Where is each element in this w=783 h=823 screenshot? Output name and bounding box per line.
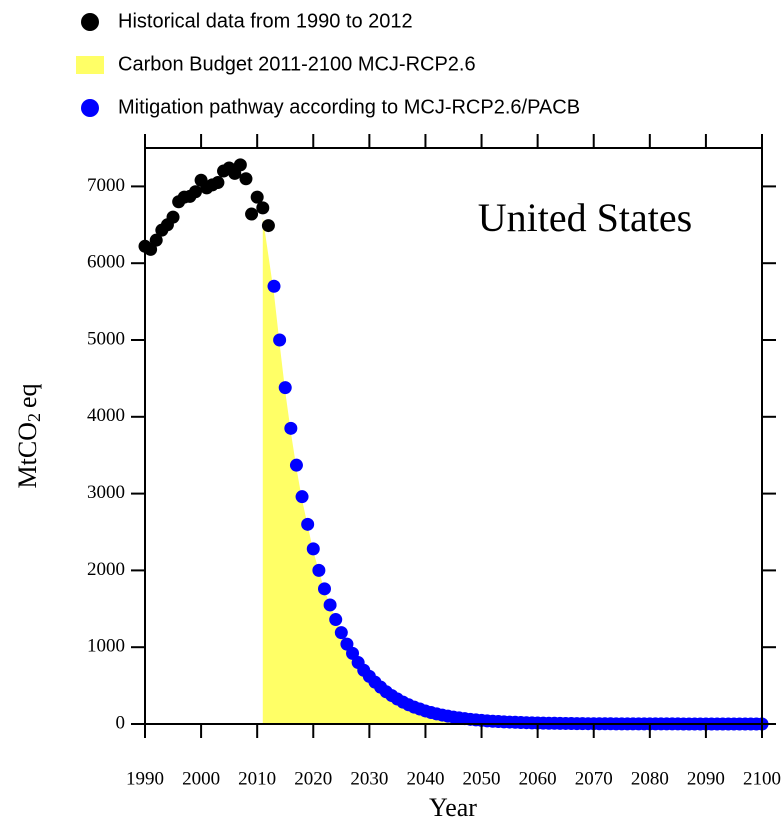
x-tick-label: 2020 xyxy=(294,768,332,789)
point xyxy=(245,207,259,221)
point xyxy=(149,233,163,247)
point xyxy=(239,172,253,186)
point xyxy=(317,582,331,596)
legend-marker xyxy=(81,13,99,31)
y-tick-label: 5000 xyxy=(87,328,125,349)
point xyxy=(256,201,270,215)
x-tick-label: 2030 xyxy=(350,768,388,789)
point xyxy=(301,517,315,531)
legend-swatch xyxy=(76,56,104,74)
y-tick-label: 1000 xyxy=(87,636,125,657)
x-tick-label: 2000 xyxy=(182,768,220,789)
point xyxy=(334,626,348,640)
point xyxy=(323,598,337,612)
point xyxy=(329,613,343,627)
y-tick-label: 7000 xyxy=(87,175,125,196)
y-axis-label: MtCO2 eq xyxy=(13,383,44,488)
point xyxy=(312,563,326,577)
point xyxy=(250,190,264,204)
legend-label: Mitigation pathway according to MCJ-RCP2… xyxy=(118,96,580,118)
y-label-part: MtCO xyxy=(13,422,42,488)
point xyxy=(284,421,298,435)
y-tick-label: 0 xyxy=(116,712,126,733)
y-label-part: eq xyxy=(13,383,42,408)
point xyxy=(278,381,292,395)
x-tick-label: 2060 xyxy=(519,768,557,789)
point xyxy=(211,176,225,190)
y-tick-label: 4000 xyxy=(87,405,125,426)
x-tick-label: 2070 xyxy=(575,768,613,789)
area xyxy=(262,217,762,724)
x-tick-label: 2100 xyxy=(743,768,781,789)
point xyxy=(273,333,287,347)
y-tick-label: 6000 xyxy=(87,252,125,273)
x-tick-label: 1990 xyxy=(126,768,164,789)
x-tick-label: 2040 xyxy=(406,768,444,789)
x-tick-label: 2090 xyxy=(687,768,725,789)
point xyxy=(306,542,320,556)
point xyxy=(289,458,303,472)
plot-frame xyxy=(144,147,763,725)
point xyxy=(295,490,309,504)
legend-label: Historical data from 1990 to 2012 xyxy=(118,10,413,32)
point xyxy=(166,210,180,224)
y-tick-label: 3000 xyxy=(87,482,125,503)
point xyxy=(188,185,202,199)
x-axis-label: Year xyxy=(429,793,477,822)
point xyxy=(233,158,247,172)
legend-marker xyxy=(81,99,99,117)
y-tick-label: 2000 xyxy=(87,559,125,580)
annotation: United States xyxy=(478,195,692,240)
legend-label: Carbon Budget 2011-2100 MCJ-RCP2.6 xyxy=(118,53,476,75)
x-tick-label: 2050 xyxy=(463,768,501,789)
y-label-part: 2 xyxy=(24,413,44,422)
point xyxy=(261,219,275,233)
point xyxy=(267,279,281,293)
x-tick-label: 2080 xyxy=(631,768,669,789)
x-tick-label: 2010 xyxy=(238,768,276,789)
